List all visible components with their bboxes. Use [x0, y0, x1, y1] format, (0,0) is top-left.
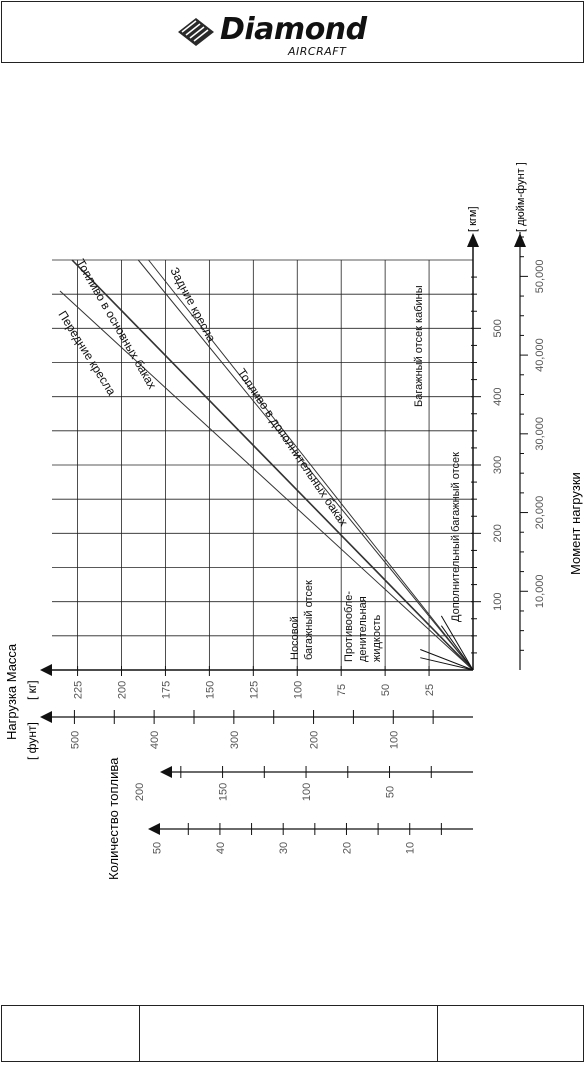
- series-line: [148, 259, 474, 671]
- tick-label-mass-lb: 200: [309, 731, 321, 749]
- tick-label-mass-lb: 100: [388, 731, 400, 749]
- moment-kgm-axis-arrow: [467, 233, 479, 247]
- page-footer: [1, 1005, 584, 1062]
- tick-label-mass-lb: 500: [69, 731, 81, 749]
- tick-label-mass-lb: 400: [149, 731, 161, 749]
- series-label-anti-ice-line1: Противообле-: [343, 591, 355, 662]
- diamond-logo-icon: [178, 18, 214, 46]
- mass-lb-axis-arrow: [40, 711, 52, 723]
- tick-label-fuel-2: 30: [278, 842, 290, 854]
- units-kg-label: [ кг]: [25, 680, 39, 700]
- series-label-anti-ice-line3: жидкость: [371, 614, 383, 662]
- tick-label-fuel-1: 150: [218, 783, 230, 801]
- tick-label-moment-inlb: 30,000: [534, 417, 546, 451]
- tick-label-moment-kgm: 400: [492, 387, 504, 405]
- axis-ticks: [73, 236, 528, 835]
- tick-label-mass-kg: 100: [292, 681, 304, 699]
- tick-label-moment-inlb: 50,000: [534, 260, 546, 294]
- series-line: [59, 290, 474, 671]
- tick-label-moment-inlb: 10,000: [534, 574, 546, 608]
- tick-label-mass-kg: 50: [380, 684, 392, 696]
- tick-label-fuel-2: 20: [341, 842, 353, 854]
- series-label-main-fuel: Топливо в основных баках: [73, 257, 159, 392]
- moment-lines: [59, 259, 474, 671]
- series-line: [420, 649, 474, 671]
- tick-label-mass-kg: 75: [336, 684, 348, 696]
- tick-label-fuel-2: 10: [405, 842, 417, 854]
- tick-label-mass-kg: 175: [160, 681, 172, 699]
- moment-inlb-axis-arrow: [514, 233, 526, 247]
- fuel-scale-2-arrow: [148, 823, 160, 835]
- series-label-cabin-baggage: Багажный отсек кабины: [413, 285, 425, 407]
- mass-axis-title: Нагрузка Масса: [4, 643, 19, 740]
- footer-cell-1: [2, 1006, 140, 1061]
- series-label-extra-baggage: Дополнительный багажный отсек: [450, 452, 462, 622]
- tick-label-moment-inlb: 20,000: [534, 496, 546, 530]
- page-header: Diamond AIRCRAFT: [1, 1, 584, 63]
- logo-wordmark: Diamond: [220, 12, 367, 47]
- tick-label-fuel-1: 200: [134, 783, 146, 801]
- tick-label-moment-kgm: 300: [492, 456, 504, 474]
- tick-label-fuel-1: 50: [385, 786, 397, 798]
- series-label-nose-baggage-line1: Носовой: [289, 616, 301, 660]
- tick-label-mass-lb: 300: [229, 731, 241, 749]
- tick-label-moment-kgm: 100: [492, 592, 504, 610]
- units-lb-label: [ фунт]: [25, 722, 39, 760]
- footer-cell-2: [139, 1006, 438, 1061]
- tick-label-moment-inlb: 40,000: [534, 338, 546, 372]
- tick-label-mass-kg: 25: [424, 684, 436, 696]
- tick-label-moment-kgm: 200: [492, 524, 504, 542]
- units-inlb-label: [ дюйм-фунт ]: [515, 162, 527, 232]
- series-line: [71, 259, 474, 671]
- fuel-quantity-title: Количество топлива: [106, 757, 121, 880]
- tick-label-fuel-1: 100: [301, 783, 313, 801]
- tick-label-mass-kg: 225: [73, 681, 85, 699]
- tick-label-mass-kg: 200: [117, 681, 129, 699]
- fuel-scale-1-arrow: [160, 766, 172, 778]
- units-kgm-label: [ кгм]: [467, 206, 479, 232]
- series-label-nose-baggage-line2: багажный отсек: [303, 580, 315, 660]
- diamond-aircraft-logo: Diamond AIRCRAFT: [172, 12, 372, 58]
- tick-label-fuel-2: 50: [152, 842, 164, 854]
- logo-subtitle: AIRCRAFT: [288, 45, 347, 58]
- tick-label-moment-kgm: 500: [492, 319, 504, 337]
- tick-label-mass-kg: 125: [248, 681, 260, 699]
- series-label-anti-ice-line2: денительная: [357, 596, 369, 662]
- tick-label-fuel-2: 40: [215, 842, 227, 854]
- mass-kg-axis-arrow: [40, 664, 52, 676]
- series-line: [420, 657, 474, 671]
- tick-label-mass-kg: 150: [204, 681, 216, 699]
- series-line: [137, 259, 474, 671]
- moment-axis-title: Момент нагрузки: [568, 472, 583, 575]
- series-line: [440, 615, 474, 671]
- plot-grid: [52, 259, 473, 670]
- series-line: [440, 625, 474, 671]
